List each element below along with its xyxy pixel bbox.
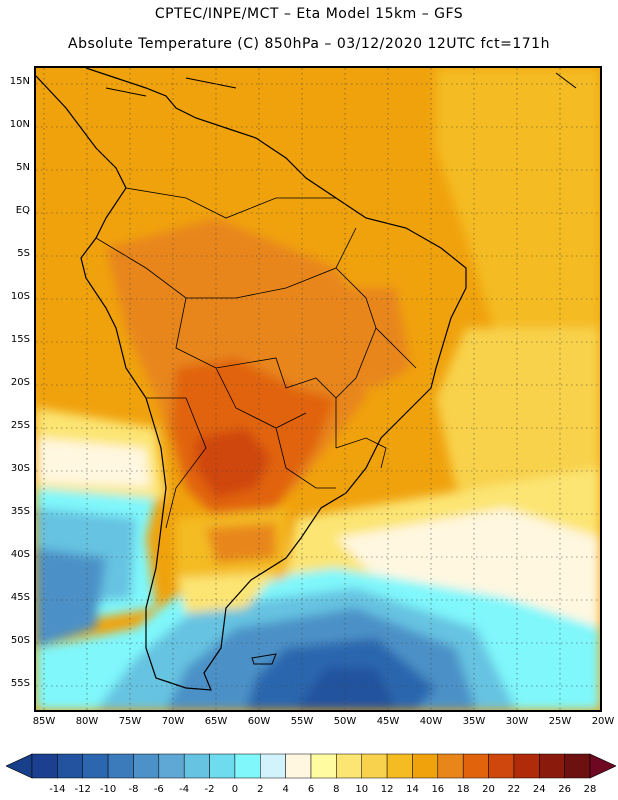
colorbar-over-arrow — [589, 753, 616, 779]
colorbar-label: 16 — [431, 784, 445, 795]
colorbar-label: -2 — [204, 784, 215, 795]
islands-outline — [105, 72, 577, 97]
colorbar-label: 10 — [355, 784, 369, 795]
colorbar-label: -10 — [99, 784, 117, 795]
colorbar-label: -6 — [153, 784, 164, 795]
longitude-label: 45W — [376, 716, 400, 727]
colorbar-label: 28 — [583, 784, 597, 795]
colorbar-label: -4 — [179, 784, 190, 795]
latitude-label: 35S — [10, 506, 30, 517]
colorbar-label: 14 — [406, 784, 419, 795]
colorbar-swatch — [310, 753, 337, 779]
latitude-label: 15S — [10, 334, 30, 345]
colorbar-label: -8 — [128, 784, 139, 795]
field-6-8-pacific — [36, 438, 151, 488]
latitude-label: 55S — [10, 678, 30, 689]
latitude-label: 5N — [16, 162, 30, 173]
longitude-label: 85W — [32, 716, 56, 727]
latitude-label: 40S — [10, 549, 30, 560]
colorbar-label: 0 — [231, 784, 239, 795]
colorbar-swatch — [31, 753, 58, 779]
colorbar-swatch — [82, 753, 109, 779]
colorbar-swatch — [564, 753, 591, 779]
longitude-label: 30W — [505, 716, 529, 727]
colorbar-label: 4 — [282, 784, 289, 795]
colorbar-under-arrow — [6, 753, 33, 779]
colorbar-label: 26 — [558, 784, 571, 795]
political-borders — [95, 187, 417, 529]
map-canvas — [36, 68, 600, 710]
field-minus12-south — [296, 668, 396, 710]
longitude-label: 65W — [204, 716, 228, 727]
latitude-label: EQ — [15, 205, 30, 216]
colorbar-swatch — [412, 753, 439, 779]
longitude-label: 50W — [333, 716, 357, 727]
coastline — [36, 68, 467, 691]
longitude-label: 40W — [419, 716, 443, 727]
colorbar-label: 24 — [532, 784, 546, 795]
longitude-label: 25W — [548, 716, 572, 727]
longitude-label: 70W — [161, 716, 185, 727]
longitude-label: 60W — [247, 716, 271, 727]
colorbar-swatch — [107, 753, 134, 779]
colorbar-label: -12 — [74, 784, 91, 795]
latitude-label: 45S — [10, 592, 30, 603]
colorbar-swatch — [133, 753, 160, 779]
field-12-14-patagonia — [176, 573, 276, 613]
longitude-label: 55W — [290, 716, 314, 727]
map-subtitle: Absolute Temperature (C) 850hPa – 03/12/… — [68, 36, 550, 52]
longitude-label: 75W — [118, 716, 142, 727]
falklands-outline — [251, 653, 277, 665]
longitude-label: 80W — [75, 716, 99, 727]
colorbar-swatch — [209, 753, 236, 779]
colorbar-swatch — [57, 753, 83, 779]
colorbar-swatch — [234, 753, 261, 779]
map-title: CPTEC/INPE/MCT – Eta Model 15km – GFS — [154, 6, 464, 22]
colorbar-swatch — [336, 753, 362, 779]
longitude-label: 35W — [462, 716, 486, 727]
field-18-20-argentina — [206, 523, 276, 563]
colorbar-label: 6 — [307, 784, 315, 795]
colorbar-label: 18 — [456, 784, 470, 795]
field-22-24-land — [196, 428, 271, 498]
colorbar-label: 2 — [257, 784, 264, 795]
field-minus4-pacific — [36, 548, 106, 648]
colorbar-swatch — [183, 753, 210, 779]
latitude-label: 10S — [10, 291, 30, 302]
latitude-label: 30S — [10, 463, 30, 474]
temperature-map — [34, 66, 602, 712]
field-18-20-ne — [336, 288, 411, 388]
colorbar-label: 8 — [333, 784, 340, 795]
colorbar-swatch — [462, 753, 489, 779]
colorbar-swatch — [437, 753, 464, 779]
colorbar-label: 22 — [507, 784, 521, 795]
latitude-label: 5S — [17, 248, 30, 259]
latitude-label: 50S — [10, 635, 30, 646]
colorbar-swatch — [260, 753, 286, 779]
latitude-label: 25S — [10, 420, 30, 431]
colorbar-label: -14 — [49, 784, 66, 795]
longitude-label: 20W — [591, 716, 615, 727]
latitude-label: 15N — [9, 76, 30, 87]
colorbar-label: 12 — [380, 784, 394, 795]
colorbar-label: 20 — [482, 784, 495, 795]
colorbar-swatch — [386, 753, 413, 779]
colorbar-swatch — [158, 753, 185, 779]
colorbar-swatch — [488, 753, 515, 779]
colorbar-swatch — [361, 753, 388, 779]
colorbar-swatch — [539, 753, 565, 779]
colorbar-swatch — [285, 753, 312, 779]
gridlines — [36, 68, 600, 710]
colorbar — [6, 753, 616, 779]
colorbar-swatch — [513, 753, 540, 779]
latitude-label: 10N — [9, 119, 30, 130]
latitude-label: 20S — [10, 377, 30, 388]
